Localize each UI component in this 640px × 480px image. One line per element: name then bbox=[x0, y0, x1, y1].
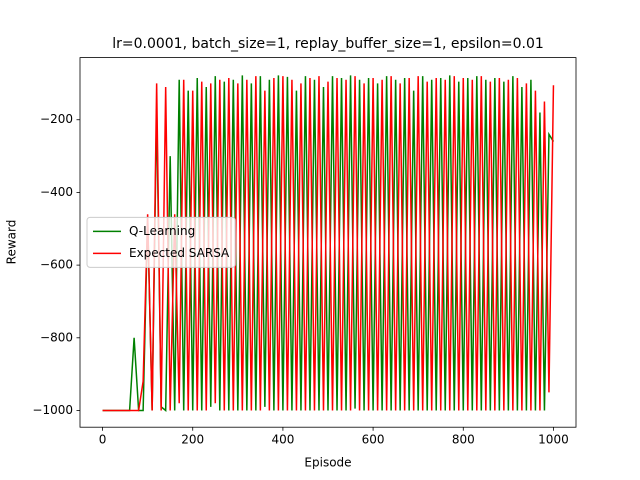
y-tick-label: −400 bbox=[40, 185, 73, 199]
x-tick-label: 200 bbox=[181, 433, 204, 447]
y-axis-label: Reward bbox=[5, 220, 19, 265]
legend-label: Q-Learning bbox=[129, 224, 195, 238]
x-tick-label: 0 bbox=[99, 433, 107, 447]
plot-frame bbox=[79, 57, 577, 428]
y-tick-label: −800 bbox=[40, 330, 73, 344]
y-tick-label: −1000 bbox=[32, 403, 73, 417]
x-tick-label: 600 bbox=[362, 433, 385, 447]
legend-label: Expected SARSA bbox=[129, 246, 230, 260]
series-line bbox=[102, 76, 555, 412]
chart-title: lr=0.0001, batch_size=1, replay_buffer_s… bbox=[112, 36, 544, 52]
x-tick-label: 1000 bbox=[538, 433, 569, 447]
legend-box bbox=[86, 216, 236, 268]
series-line bbox=[102, 75, 555, 413]
y-tick-label: −200 bbox=[40, 112, 73, 126]
legend: Q-Learning Expected SARSA bbox=[86, 216, 236, 268]
x-tick-label: 400 bbox=[271, 433, 294, 447]
x-tick-label: 800 bbox=[452, 433, 475, 447]
x-axis-label: Episode bbox=[304, 456, 351, 470]
y-tick-label: −600 bbox=[40, 258, 73, 272]
